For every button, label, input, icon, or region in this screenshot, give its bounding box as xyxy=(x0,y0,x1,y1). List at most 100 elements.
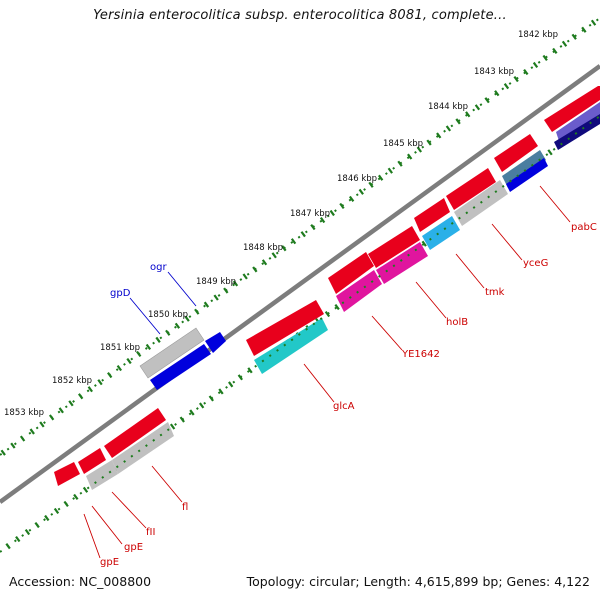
gene-gpD-blue[interactable] xyxy=(150,344,211,390)
leader-ogr xyxy=(167,271,197,307)
scale-tick xyxy=(397,160,403,167)
scale-tick xyxy=(44,514,50,522)
scale-tick xyxy=(169,423,176,430)
gene-pabC[interactable] xyxy=(494,134,538,172)
scale-tick xyxy=(0,449,6,456)
gene-label-gpE-1[interactable]: gpE xyxy=(124,542,143,553)
scale-tick xyxy=(232,280,239,287)
scale-tick xyxy=(494,90,500,97)
scale-tick xyxy=(436,132,442,139)
scale-tick xyxy=(252,266,258,273)
scale-tick xyxy=(377,174,384,181)
gene-YE1642[interactable] xyxy=(328,252,374,294)
leader-holB xyxy=(415,281,447,319)
scale-tick xyxy=(223,287,229,294)
scale-tick xyxy=(455,118,461,125)
scale-tick xyxy=(300,231,306,238)
gene-ogr-reverse[interactable] xyxy=(205,332,226,353)
scale-tick xyxy=(310,224,316,231)
scale-tick xyxy=(281,245,287,252)
leader-fII xyxy=(111,491,147,529)
gene-magenta-1[interactable] xyxy=(376,242,428,284)
gene-label-ogr[interactable]: ogr xyxy=(150,262,167,273)
genome-backbone xyxy=(0,64,600,504)
scale-tick xyxy=(126,357,132,365)
gene-labels: ogr gpD pabC yceG tmk holB YE1642 glcA f… xyxy=(100,222,597,568)
leader-pabC xyxy=(539,185,571,223)
scale-tick xyxy=(426,139,432,146)
scale-tick xyxy=(194,308,200,315)
scale-tick xyxy=(107,372,113,379)
scale-tick xyxy=(319,216,326,224)
forward-strand-genes[interactable] xyxy=(54,86,600,486)
scale-tick xyxy=(247,367,253,374)
scale-tick xyxy=(358,188,364,195)
gene-label-fl[interactable]: fl xyxy=(182,502,188,513)
scale-tick xyxy=(155,336,161,343)
scale-tick xyxy=(348,195,355,202)
gene-label-pabC[interactable]: pabC xyxy=(571,222,597,233)
scale-tick xyxy=(145,343,152,350)
gene-label-glcA[interactable]: glcA xyxy=(333,401,355,412)
scale-tick xyxy=(503,83,510,90)
gene-yceG[interactable] xyxy=(446,168,496,210)
scale-tick xyxy=(290,238,297,245)
scale-tick xyxy=(324,310,331,318)
gene-purple[interactable] xyxy=(556,102,600,144)
scale-tick xyxy=(189,409,195,416)
scale-tick xyxy=(136,350,142,358)
scale-tick xyxy=(532,61,539,69)
gene-tmk[interactable] xyxy=(414,198,450,232)
gene-glcA[interactable] xyxy=(246,300,324,356)
gene-grey-3[interactable] xyxy=(86,460,118,490)
secondary-lane-genes[interactable] xyxy=(86,102,600,490)
reverse-strand-genes[interactable] xyxy=(139,327,226,390)
gene-lightblue[interactable] xyxy=(422,216,460,250)
scale-tick xyxy=(334,303,340,311)
gene-fII[interactable] xyxy=(78,448,106,474)
scale-tick xyxy=(116,364,123,372)
kbp-label-1848: 1848 kbp xyxy=(243,243,283,253)
gene-navy[interactable] xyxy=(554,114,600,150)
scale-tick xyxy=(547,149,553,156)
accession-label: Accession: NC_008800 xyxy=(9,574,152,589)
scale-tick xyxy=(339,202,345,210)
gene-cyan[interactable] xyxy=(254,318,328,374)
scale-tick xyxy=(198,402,205,409)
gene-label-fII[interactable]: fII xyxy=(146,527,155,538)
scale-tick xyxy=(165,329,171,336)
gene-gpD-reverse[interactable] xyxy=(139,327,205,379)
gene-holB[interactable] xyxy=(368,226,420,268)
gene-fl[interactable] xyxy=(104,408,166,458)
gene-steelblue[interactable] xyxy=(502,150,546,188)
gene-gpE[interactable] xyxy=(54,462,80,486)
scale-tick xyxy=(474,104,481,111)
leader-glcA xyxy=(303,363,335,403)
inner-ring xyxy=(0,115,600,553)
leader-gpD xyxy=(129,297,161,335)
gene-grey-2[interactable] xyxy=(112,422,174,474)
scale-tick xyxy=(77,393,84,400)
gene-blue-small[interactable] xyxy=(506,158,548,192)
scale-tick xyxy=(465,111,471,118)
gene-label-yceG[interactable]: yceG xyxy=(523,258,548,269)
scale-tick xyxy=(218,388,224,395)
scale-tick xyxy=(53,507,60,515)
gene-label-gpD[interactable]: gpD xyxy=(110,288,131,299)
leader-fl xyxy=(151,465,183,503)
scale-tick xyxy=(484,97,490,104)
gene-label-gpE-2[interactable]: gpE xyxy=(100,557,119,568)
scale-tick xyxy=(387,167,393,174)
kbp-label-1845: 1845 kbp xyxy=(383,139,423,149)
gene-red-1[interactable] xyxy=(544,86,600,132)
gene-label-holB[interactable]: holB xyxy=(446,317,468,328)
gene-magenta-2[interactable] xyxy=(336,270,382,312)
scale-tick xyxy=(24,528,31,536)
gene-label-tmk[interactable]: tmk xyxy=(485,287,505,298)
scale-tick xyxy=(523,68,529,76)
gene-label-YE1642[interactable]: YE1642 xyxy=(401,349,440,360)
scale-tick xyxy=(445,125,452,132)
scale-tick xyxy=(174,322,181,329)
kbp-label-1850: 1850 kbp xyxy=(148,310,188,320)
